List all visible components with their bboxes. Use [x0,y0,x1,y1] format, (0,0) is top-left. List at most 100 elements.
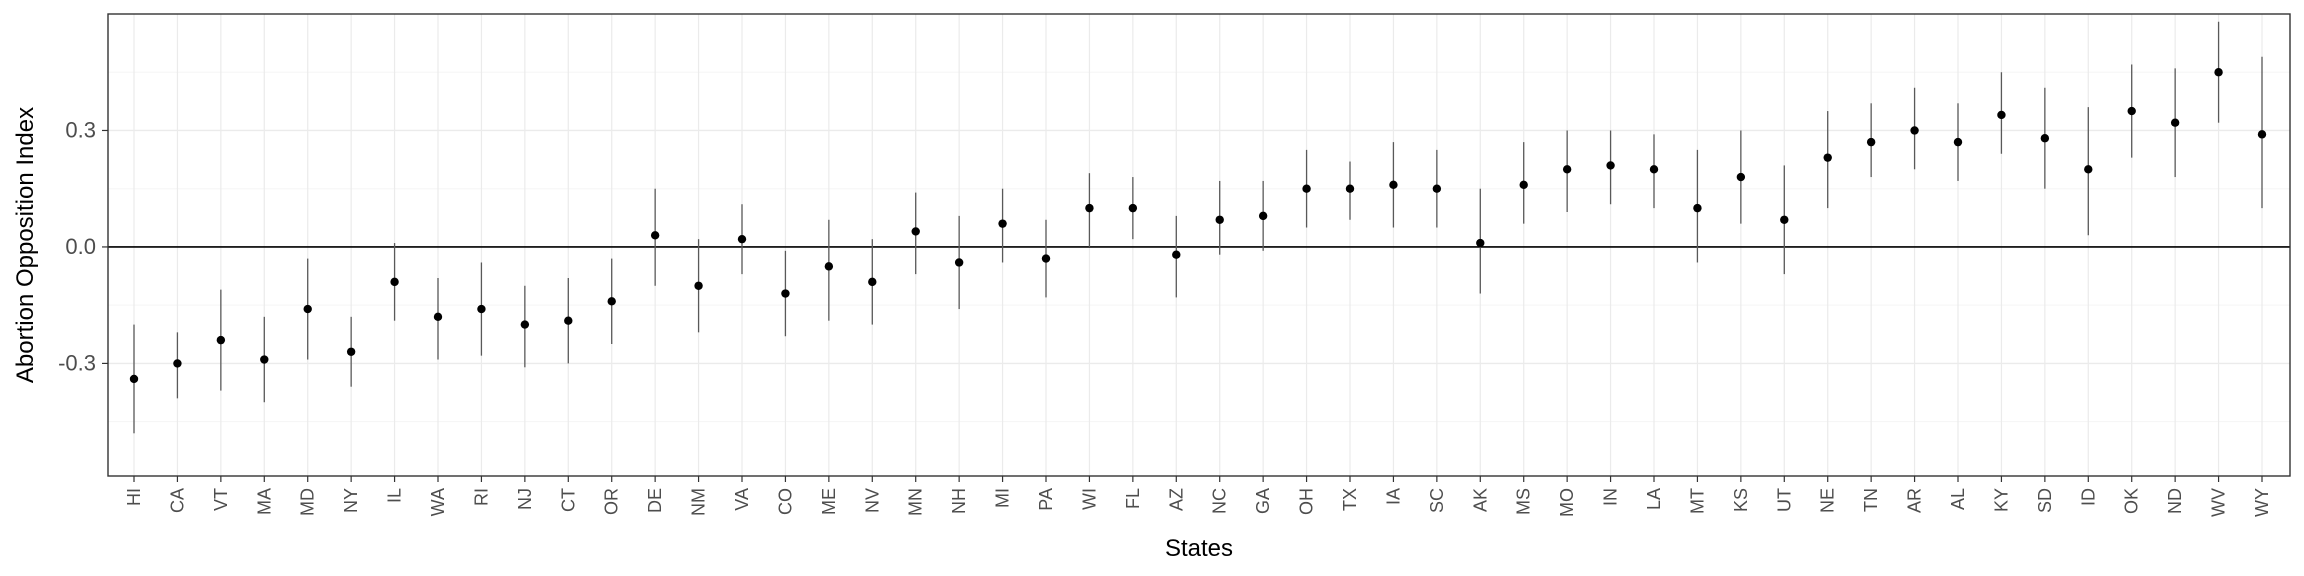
x-tick-label-wy: WY [2252,488,2272,517]
x-tick-label-tn: TN [1861,488,1881,512]
x-tick-label-ar: AR [1905,488,1925,513]
x-tick-label-id: ID [2078,488,2098,506]
y-axis-title: Abortion Opposition Index [12,107,39,383]
point-ks [1736,172,1746,182]
x-tick-label-mi: MI [993,488,1013,508]
point-al [1953,137,1963,147]
x-tick-label-nj: NJ [515,488,535,510]
x-tick-label-wa: WA [428,488,448,516]
point-il [390,277,399,287]
x-tick-label-nv: NV [862,488,882,513]
point-md [303,304,312,314]
point-mt [1693,203,1702,213]
y-tick-label: 0.0 [65,234,96,259]
x-tick-label-il: IL [385,488,405,503]
x-tick-label-ca: CA [167,488,187,513]
x-tick-label-wv: WV [2209,488,2229,517]
point-la [1649,165,1659,174]
point-in [1606,161,1615,170]
x-tick-label-ut: UT [1774,488,1794,512]
x-tick-label-ia: IA [1383,488,1403,505]
x-tick-label-sd: SD [2035,488,2055,513]
point-az [1172,250,1181,259]
point-nc [1215,215,1224,224]
x-tick-label-ok: OK [2122,488,2142,514]
point-va [737,234,747,244]
point-hi [129,374,139,384]
x-tick-label-ks: KS [1731,488,1751,512]
point-nj [520,320,530,329]
point-ak [1476,238,1485,248]
point-id [2084,165,2093,174]
point-mi [998,219,1007,228]
point-sc [1432,184,1442,193]
y-tick-label: -0.3 [58,350,96,375]
point-ar [1910,126,1919,135]
point-ms [1519,180,1528,190]
x-tick-label-ga: GA [1253,488,1273,514]
point-sd [2040,134,2050,143]
x-tick-label-ak: AK [1470,488,1490,512]
x-tick-label-la: LA [1644,488,1664,510]
x-tick-label-hi: HI [124,488,144,506]
point-ne [1823,153,1832,162]
y-tick-label: 0.3 [65,117,96,142]
point-ia [1389,180,1398,190]
x-tick-label-az: AZ [1166,488,1186,511]
x-tick-label-co: CO [775,488,795,515]
x-tick-label-me: ME [819,488,839,515]
point-or [607,297,616,306]
x-tick-label-va: VA [732,488,752,511]
x-tick-label-pa: PA [1036,488,1056,511]
point-nm [694,281,703,290]
x-tick-label-nh: NH [949,488,969,514]
point-fl [1128,203,1138,213]
x-tick-label-ms: MS [1514,488,1534,515]
x-tick-label-or: OR [602,488,622,515]
x-tick-label-ri: RI [471,488,491,506]
x-tick-label-ky: KY [1991,488,2011,512]
point-co [781,289,790,298]
point-nv [868,277,877,287]
x-tick-label-vt: VT [211,488,231,511]
x-tick-label-ma: MA [254,488,274,515]
point-vt [216,335,226,345]
x-tick-label-ny: NY [341,488,361,513]
x-tick-label-oh: OH [1297,488,1317,515]
x-tick-label-ne: NE [1818,488,1838,513]
point-nd [2170,118,2180,127]
point-ut [1780,215,1789,224]
axes: -0.3 0.0 0.3 HI CA VT MA MD NY IL WA RI NJ CT OR DE NM VA… [58,117,2272,517]
point-ct [564,316,573,325]
point-mo [1562,165,1572,174]
x-tick-label-al: AL [1948,488,1968,510]
point-me [824,262,834,271]
point-ma [260,355,269,364]
point-wi [1085,203,1094,213]
point-ga [1258,211,1268,221]
x-tick-label-ct: CT [558,488,578,512]
x-tick-label-mt: MT [1687,488,1707,514]
point-oh [1302,184,1311,193]
point-ky [1997,110,2006,120]
x-tick-label-in: IN [1601,488,1621,506]
x-tick-label-tx: TX [1340,488,1360,511]
point-ri [477,304,486,314]
grid-lines [108,14,2290,476]
x-tick-label-nm: NM [689,488,709,516]
x-tick-label-nc: NC [1210,488,1230,514]
point-wy [2257,130,2267,139]
point-tn [1866,137,1876,147]
x-tick-label-wi: WI [1079,488,1099,510]
x-tick-label-md: MD [298,488,318,516]
point-nh [954,258,964,267]
x-tick-label-sc: SC [1427,488,1447,513]
x-tick-label-mn: MN [906,488,926,516]
point-de [650,231,660,240]
x-tick-label-fl: FL [1123,488,1143,509]
x-tick-label-mo: MO [1557,488,1577,517]
x-tick-label-de: DE [645,488,665,513]
point-tx [1345,184,1355,193]
point-wv [2214,68,2223,77]
point-ok [2127,106,2136,116]
